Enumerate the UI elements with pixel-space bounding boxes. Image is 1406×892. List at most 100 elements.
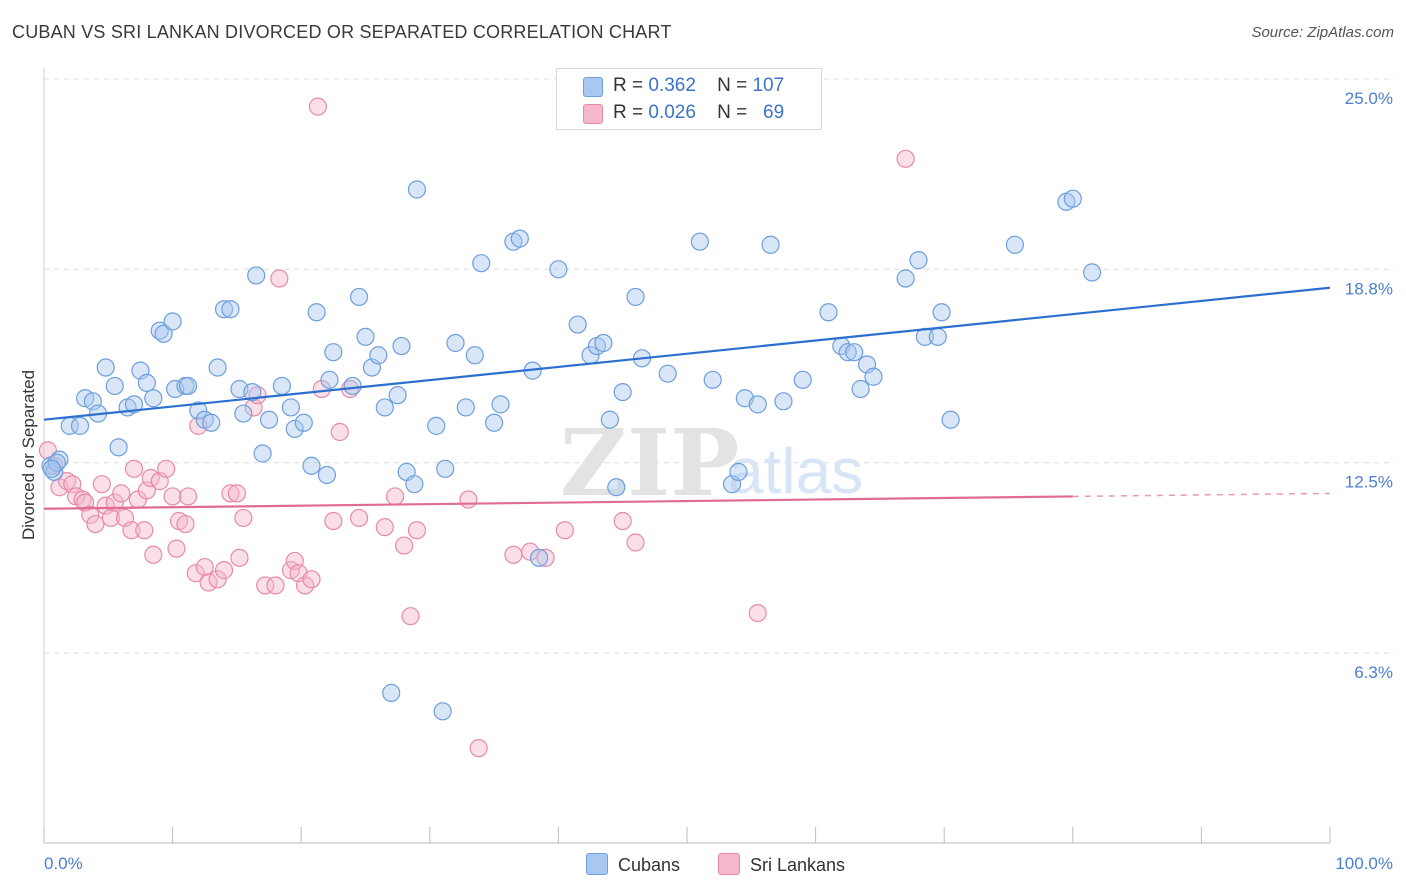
sri-lankans-trend-extension xyxy=(1072,492,1331,498)
legend-swatch-cubans xyxy=(583,77,603,97)
cuban-point xyxy=(658,364,677,383)
sri-lankan-point xyxy=(330,422,349,442)
bottom-legend-label-cubans: Cubans xyxy=(618,855,681,875)
cuban-point xyxy=(793,370,812,389)
sri-lankan-point xyxy=(176,514,195,534)
cuban-point xyxy=(607,478,626,497)
cuban-point xyxy=(208,358,227,377)
bottom-legend-swatch-cubans xyxy=(586,853,608,875)
bottom-legend-cubans: Cubans xyxy=(586,853,680,876)
sri-lankan-point xyxy=(256,576,275,595)
sri-lankan-point xyxy=(266,576,285,595)
cuban-point xyxy=(144,389,163,408)
x-tick-label: 0.0% xyxy=(44,854,83,873)
cuban-point xyxy=(154,324,173,343)
chart-title: CUBAN VS SRI LANKAN DIVORCED OR SEPARATE… xyxy=(12,22,672,42)
cuban-point xyxy=(124,395,144,414)
legend-r-label: R = xyxy=(613,102,644,123)
sri-lankan-point xyxy=(227,484,246,503)
cuban-point xyxy=(748,395,767,414)
sri-lankan-point xyxy=(234,508,253,528)
sri-lankan-point xyxy=(349,508,369,528)
cuban-point xyxy=(178,376,198,396)
legend-n-label: N = xyxy=(717,75,748,96)
cuban-point xyxy=(568,315,587,334)
sri-lankan-point xyxy=(536,548,555,567)
cuban-point xyxy=(690,232,709,251)
sri-lankan-point xyxy=(81,505,100,524)
sri-lankan-point xyxy=(92,475,111,494)
sri-lankan-point xyxy=(58,472,77,491)
cuban-point xyxy=(1005,235,1025,254)
sri-lankan-point xyxy=(555,521,574,540)
cuban-point xyxy=(189,401,208,420)
cuban-point xyxy=(613,382,632,402)
sri-lankans-trend-line xyxy=(43,495,1073,510)
sri-lankan-point xyxy=(195,557,214,577)
sri-lankan-point xyxy=(504,545,523,564)
cuban-point xyxy=(549,260,568,279)
cuban-point xyxy=(446,333,465,353)
sri-lankan-point xyxy=(469,739,488,758)
cuban-point xyxy=(50,450,69,469)
legend-r-label: R = xyxy=(613,75,644,96)
cuban-point xyxy=(909,251,928,270)
sri-lankan-point xyxy=(407,521,427,540)
legend-n-label: N = xyxy=(717,102,748,123)
cuban-point xyxy=(472,254,491,273)
y-axis-label: Divorced or Separated xyxy=(19,370,38,540)
sri-lankan-point xyxy=(86,514,105,534)
sri-lankan-point xyxy=(626,533,645,552)
y-tick-label: 6.3% xyxy=(1354,663,1393,682)
sri-lankan-point xyxy=(163,487,182,506)
cuban-point xyxy=(243,382,262,402)
sri-lankan-point xyxy=(375,518,394,537)
sri-lankan-point xyxy=(167,539,186,558)
cuban-point xyxy=(369,346,388,365)
cuban-point xyxy=(70,416,90,435)
cuban-point xyxy=(96,358,115,377)
cuban-point xyxy=(405,475,424,494)
cuban-point xyxy=(382,683,401,703)
cuban-point xyxy=(703,370,722,389)
sri-lankan-point xyxy=(401,607,420,626)
cuban-point xyxy=(221,300,240,319)
cuban-point xyxy=(1063,189,1082,208)
sri-lankan-point xyxy=(230,548,249,567)
cuban-point xyxy=(845,343,864,362)
sri-lankan-point xyxy=(178,487,198,506)
cuban-point xyxy=(202,413,221,432)
legend-r-value: 0.362 xyxy=(648,75,696,96)
cuban-point xyxy=(530,548,549,567)
cuban-point xyxy=(851,379,870,399)
bottom-legend-swatch-sri-lankans xyxy=(718,853,740,875)
cuban-point xyxy=(234,404,253,423)
sri-lankan-point xyxy=(186,564,205,583)
cuban-point xyxy=(349,287,369,307)
sri-lankan-point xyxy=(385,487,405,506)
legend-n-value: 107 xyxy=(752,75,785,96)
cuban-point xyxy=(285,419,304,439)
cuban-point xyxy=(896,269,915,288)
bottom-legend-sri-lankans: Sri Lankans xyxy=(718,853,845,876)
cuban-point xyxy=(761,235,780,254)
sri-lankan-point xyxy=(308,97,328,116)
cuban-point xyxy=(356,327,375,346)
sri-lankan-points xyxy=(38,97,915,758)
sri-lankan-point xyxy=(157,459,176,478)
cuban-points xyxy=(41,180,1102,721)
cuban-point xyxy=(388,386,407,405)
sri-lankan-point xyxy=(613,511,632,531)
sri-lankan-point xyxy=(144,545,163,564)
x-tick-label: 100.0% xyxy=(1335,854,1393,873)
cuban-point xyxy=(324,343,343,362)
cuban-point xyxy=(485,413,504,432)
cuban-point xyxy=(600,410,619,429)
cuban-point xyxy=(465,346,484,365)
cuban-point xyxy=(163,312,182,331)
cuban-point xyxy=(407,180,427,199)
cuban-point xyxy=(456,398,475,417)
cuban-point xyxy=(375,398,394,417)
cuban-point xyxy=(253,444,272,463)
